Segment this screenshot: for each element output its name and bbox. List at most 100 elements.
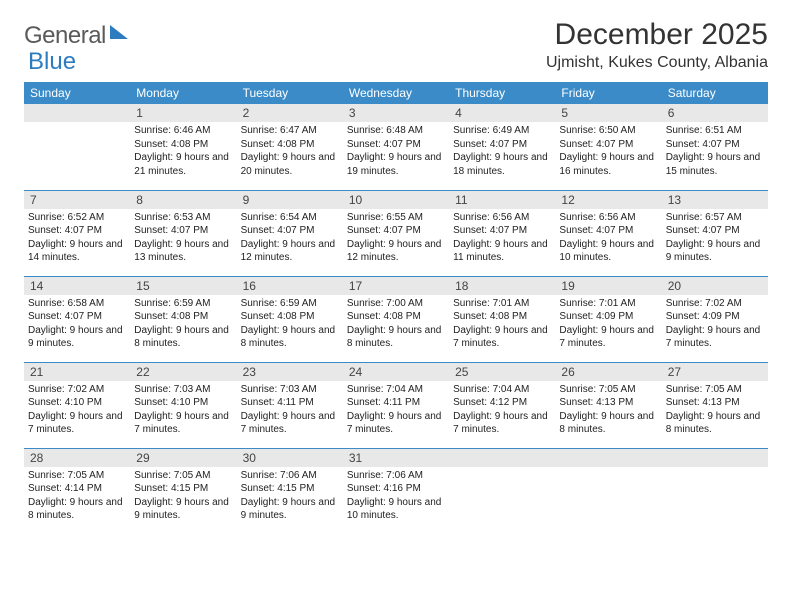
sun-info: Sunrise: 7:01 AMSunset: 4:08 PMDaylight:…	[449, 295, 555, 351]
weekday-header: Monday	[130, 82, 236, 104]
day-number: 28	[24, 449, 130, 467]
day-number: 26	[555, 363, 661, 381]
day-number: 29	[130, 449, 236, 467]
sun-info: Sunrise: 6:50 AMSunset: 4:07 PMDaylight:…	[555, 122, 661, 178]
day-number: 15	[130, 277, 236, 295]
calendar-cell: 7Sunrise: 6:52 AMSunset: 4:07 PMDaylight…	[24, 190, 130, 276]
calendar-week-row: 28Sunrise: 7:05 AMSunset: 4:14 PMDayligh…	[24, 448, 768, 534]
sun-info: Sunrise: 7:06 AMSunset: 4:16 PMDaylight:…	[343, 467, 449, 523]
sun-info: Sunrise: 7:00 AMSunset: 4:08 PMDaylight:…	[343, 295, 449, 351]
calendar-cell: 30Sunrise: 7:06 AMSunset: 4:15 PMDayligh…	[237, 448, 343, 534]
calendar-cell: 25Sunrise: 7:04 AMSunset: 4:12 PMDayligh…	[449, 362, 555, 448]
calendar-cell: 24Sunrise: 7:04 AMSunset: 4:11 PMDayligh…	[343, 362, 449, 448]
title-block: December 2025 Ujmisht, Kukes County, Alb…	[546, 18, 768, 72]
logo-triangle-icon	[110, 25, 128, 39]
day-number: 18	[449, 277, 555, 295]
calendar-cell: 26Sunrise: 7:05 AMSunset: 4:13 PMDayligh…	[555, 362, 661, 448]
calendar-cell: 2Sunrise: 6:47 AMSunset: 4:08 PMDaylight…	[237, 104, 343, 190]
weekday-header: Friday	[555, 82, 661, 104]
sun-info: Sunrise: 6:59 AMSunset: 4:08 PMDaylight:…	[237, 295, 343, 351]
location-subtitle: Ujmisht, Kukes County, Albania	[546, 54, 768, 72]
sun-info: Sunrise: 6:59 AMSunset: 4:08 PMDaylight:…	[130, 295, 236, 351]
day-number: 19	[555, 277, 661, 295]
sun-info: Sunrise: 6:53 AMSunset: 4:07 PMDaylight:…	[130, 209, 236, 265]
day-number: 17	[343, 277, 449, 295]
calendar-cell: 19Sunrise: 7:01 AMSunset: 4:09 PMDayligh…	[555, 276, 661, 362]
calendar-cell: 27Sunrise: 7:05 AMSunset: 4:13 PMDayligh…	[662, 362, 768, 448]
calendar-cell: 29Sunrise: 7:05 AMSunset: 4:15 PMDayligh…	[130, 448, 236, 534]
weekday-header: Tuesday	[237, 82, 343, 104]
sun-info: Sunrise: 7:04 AMSunset: 4:12 PMDaylight:…	[449, 381, 555, 437]
logo-text-general: General	[24, 22, 106, 50]
calendar-cell: 6Sunrise: 6:51 AMSunset: 4:07 PMDaylight…	[662, 104, 768, 190]
calendar-cell: 22Sunrise: 7:03 AMSunset: 4:10 PMDayligh…	[130, 362, 236, 448]
day-number: 7	[24, 191, 130, 209]
calendar-cell: 13Sunrise: 6:57 AMSunset: 4:07 PMDayligh…	[662, 190, 768, 276]
calendar-cell: 21Sunrise: 7:02 AMSunset: 4:10 PMDayligh…	[24, 362, 130, 448]
calendar-cell	[449, 448, 555, 534]
sun-info: Sunrise: 6:54 AMSunset: 4:07 PMDaylight:…	[237, 209, 343, 265]
sun-info: Sunrise: 7:03 AMSunset: 4:10 PMDaylight:…	[130, 381, 236, 437]
calendar-week-row: 7Sunrise: 6:52 AMSunset: 4:07 PMDaylight…	[24, 190, 768, 276]
day-number	[24, 104, 130, 122]
calendar-cell: 23Sunrise: 7:03 AMSunset: 4:11 PMDayligh…	[237, 362, 343, 448]
day-number	[555, 449, 661, 467]
calendar-cell: 11Sunrise: 6:56 AMSunset: 4:07 PMDayligh…	[449, 190, 555, 276]
sun-info: Sunrise: 7:05 AMSunset: 4:13 PMDaylight:…	[555, 381, 661, 437]
calendar-cell: 8Sunrise: 6:53 AMSunset: 4:07 PMDaylight…	[130, 190, 236, 276]
sun-info: Sunrise: 6:57 AMSunset: 4:07 PMDaylight:…	[662, 209, 768, 265]
calendar-cell: 17Sunrise: 7:00 AMSunset: 4:08 PMDayligh…	[343, 276, 449, 362]
day-number: 12	[555, 191, 661, 209]
weekday-header: Thursday	[449, 82, 555, 104]
calendar-cell: 1Sunrise: 6:46 AMSunset: 4:08 PMDaylight…	[130, 104, 236, 190]
day-number: 11	[449, 191, 555, 209]
calendar-week-row: 14Sunrise: 6:58 AMSunset: 4:07 PMDayligh…	[24, 276, 768, 362]
sun-info: Sunrise: 7:06 AMSunset: 4:15 PMDaylight:…	[237, 467, 343, 523]
sun-info: Sunrise: 7:05 AMSunset: 4:15 PMDaylight:…	[130, 467, 236, 523]
sun-info: Sunrise: 6:49 AMSunset: 4:07 PMDaylight:…	[449, 122, 555, 178]
day-number: 23	[237, 363, 343, 381]
calendar-week-row: 1Sunrise: 6:46 AMSunset: 4:08 PMDaylight…	[24, 104, 768, 190]
day-number: 24	[343, 363, 449, 381]
sun-info: Sunrise: 6:46 AMSunset: 4:08 PMDaylight:…	[130, 122, 236, 178]
day-number: 10	[343, 191, 449, 209]
calendar-cell: 12Sunrise: 6:56 AMSunset: 4:07 PMDayligh…	[555, 190, 661, 276]
day-number: 30	[237, 449, 343, 467]
calendar-cell	[662, 448, 768, 534]
calendar-cell: 10Sunrise: 6:55 AMSunset: 4:07 PMDayligh…	[343, 190, 449, 276]
calendar-cell: 31Sunrise: 7:06 AMSunset: 4:16 PMDayligh…	[343, 448, 449, 534]
sun-info: Sunrise: 6:52 AMSunset: 4:07 PMDaylight:…	[24, 209, 130, 265]
sun-info: Sunrise: 6:48 AMSunset: 4:07 PMDaylight:…	[343, 122, 449, 178]
weekday-header: Saturday	[662, 82, 768, 104]
month-title: December 2025	[546, 18, 768, 52]
sun-info: Sunrise: 7:02 AMSunset: 4:09 PMDaylight:…	[662, 295, 768, 351]
sun-info: Sunrise: 6:56 AMSunset: 4:07 PMDaylight:…	[555, 209, 661, 265]
sun-info: Sunrise: 7:05 AMSunset: 4:14 PMDaylight:…	[24, 467, 130, 523]
calendar-cell: 15Sunrise: 6:59 AMSunset: 4:08 PMDayligh…	[130, 276, 236, 362]
day-number: 9	[237, 191, 343, 209]
calendar-cell: 3Sunrise: 6:48 AMSunset: 4:07 PMDaylight…	[343, 104, 449, 190]
calendar-cell: 5Sunrise: 6:50 AMSunset: 4:07 PMDaylight…	[555, 104, 661, 190]
day-number: 5	[555, 104, 661, 122]
calendar-cell: 4Sunrise: 6:49 AMSunset: 4:07 PMDaylight…	[449, 104, 555, 190]
sun-info: Sunrise: 6:51 AMSunset: 4:07 PMDaylight:…	[662, 122, 768, 178]
day-number: 27	[662, 363, 768, 381]
sun-info: Sunrise: 6:58 AMSunset: 4:07 PMDaylight:…	[24, 295, 130, 351]
sun-info: Sunrise: 7:03 AMSunset: 4:11 PMDaylight:…	[237, 381, 343, 437]
sun-info: Sunrise: 6:47 AMSunset: 4:08 PMDaylight:…	[237, 122, 343, 178]
day-number	[662, 449, 768, 467]
day-number: 3	[343, 104, 449, 122]
day-number: 14	[24, 277, 130, 295]
day-number: 20	[662, 277, 768, 295]
day-number: 4	[449, 104, 555, 122]
calendar-page: General December 2025 Ujmisht, Kukes Cou…	[0, 0, 792, 552]
day-number: 2	[237, 104, 343, 122]
calendar-table: Sunday Monday Tuesday Wednesday Thursday…	[24, 82, 768, 534]
weekday-header: Wednesday	[343, 82, 449, 104]
page-header: General December 2025 Ujmisht, Kukes Cou…	[24, 18, 768, 72]
calendar-cell: 14Sunrise: 6:58 AMSunset: 4:07 PMDayligh…	[24, 276, 130, 362]
calendar-week-row: 21Sunrise: 7:02 AMSunset: 4:10 PMDayligh…	[24, 362, 768, 448]
logo: General	[24, 22, 130, 50]
calendar-cell: 20Sunrise: 7:02 AMSunset: 4:09 PMDayligh…	[662, 276, 768, 362]
day-number: 8	[130, 191, 236, 209]
